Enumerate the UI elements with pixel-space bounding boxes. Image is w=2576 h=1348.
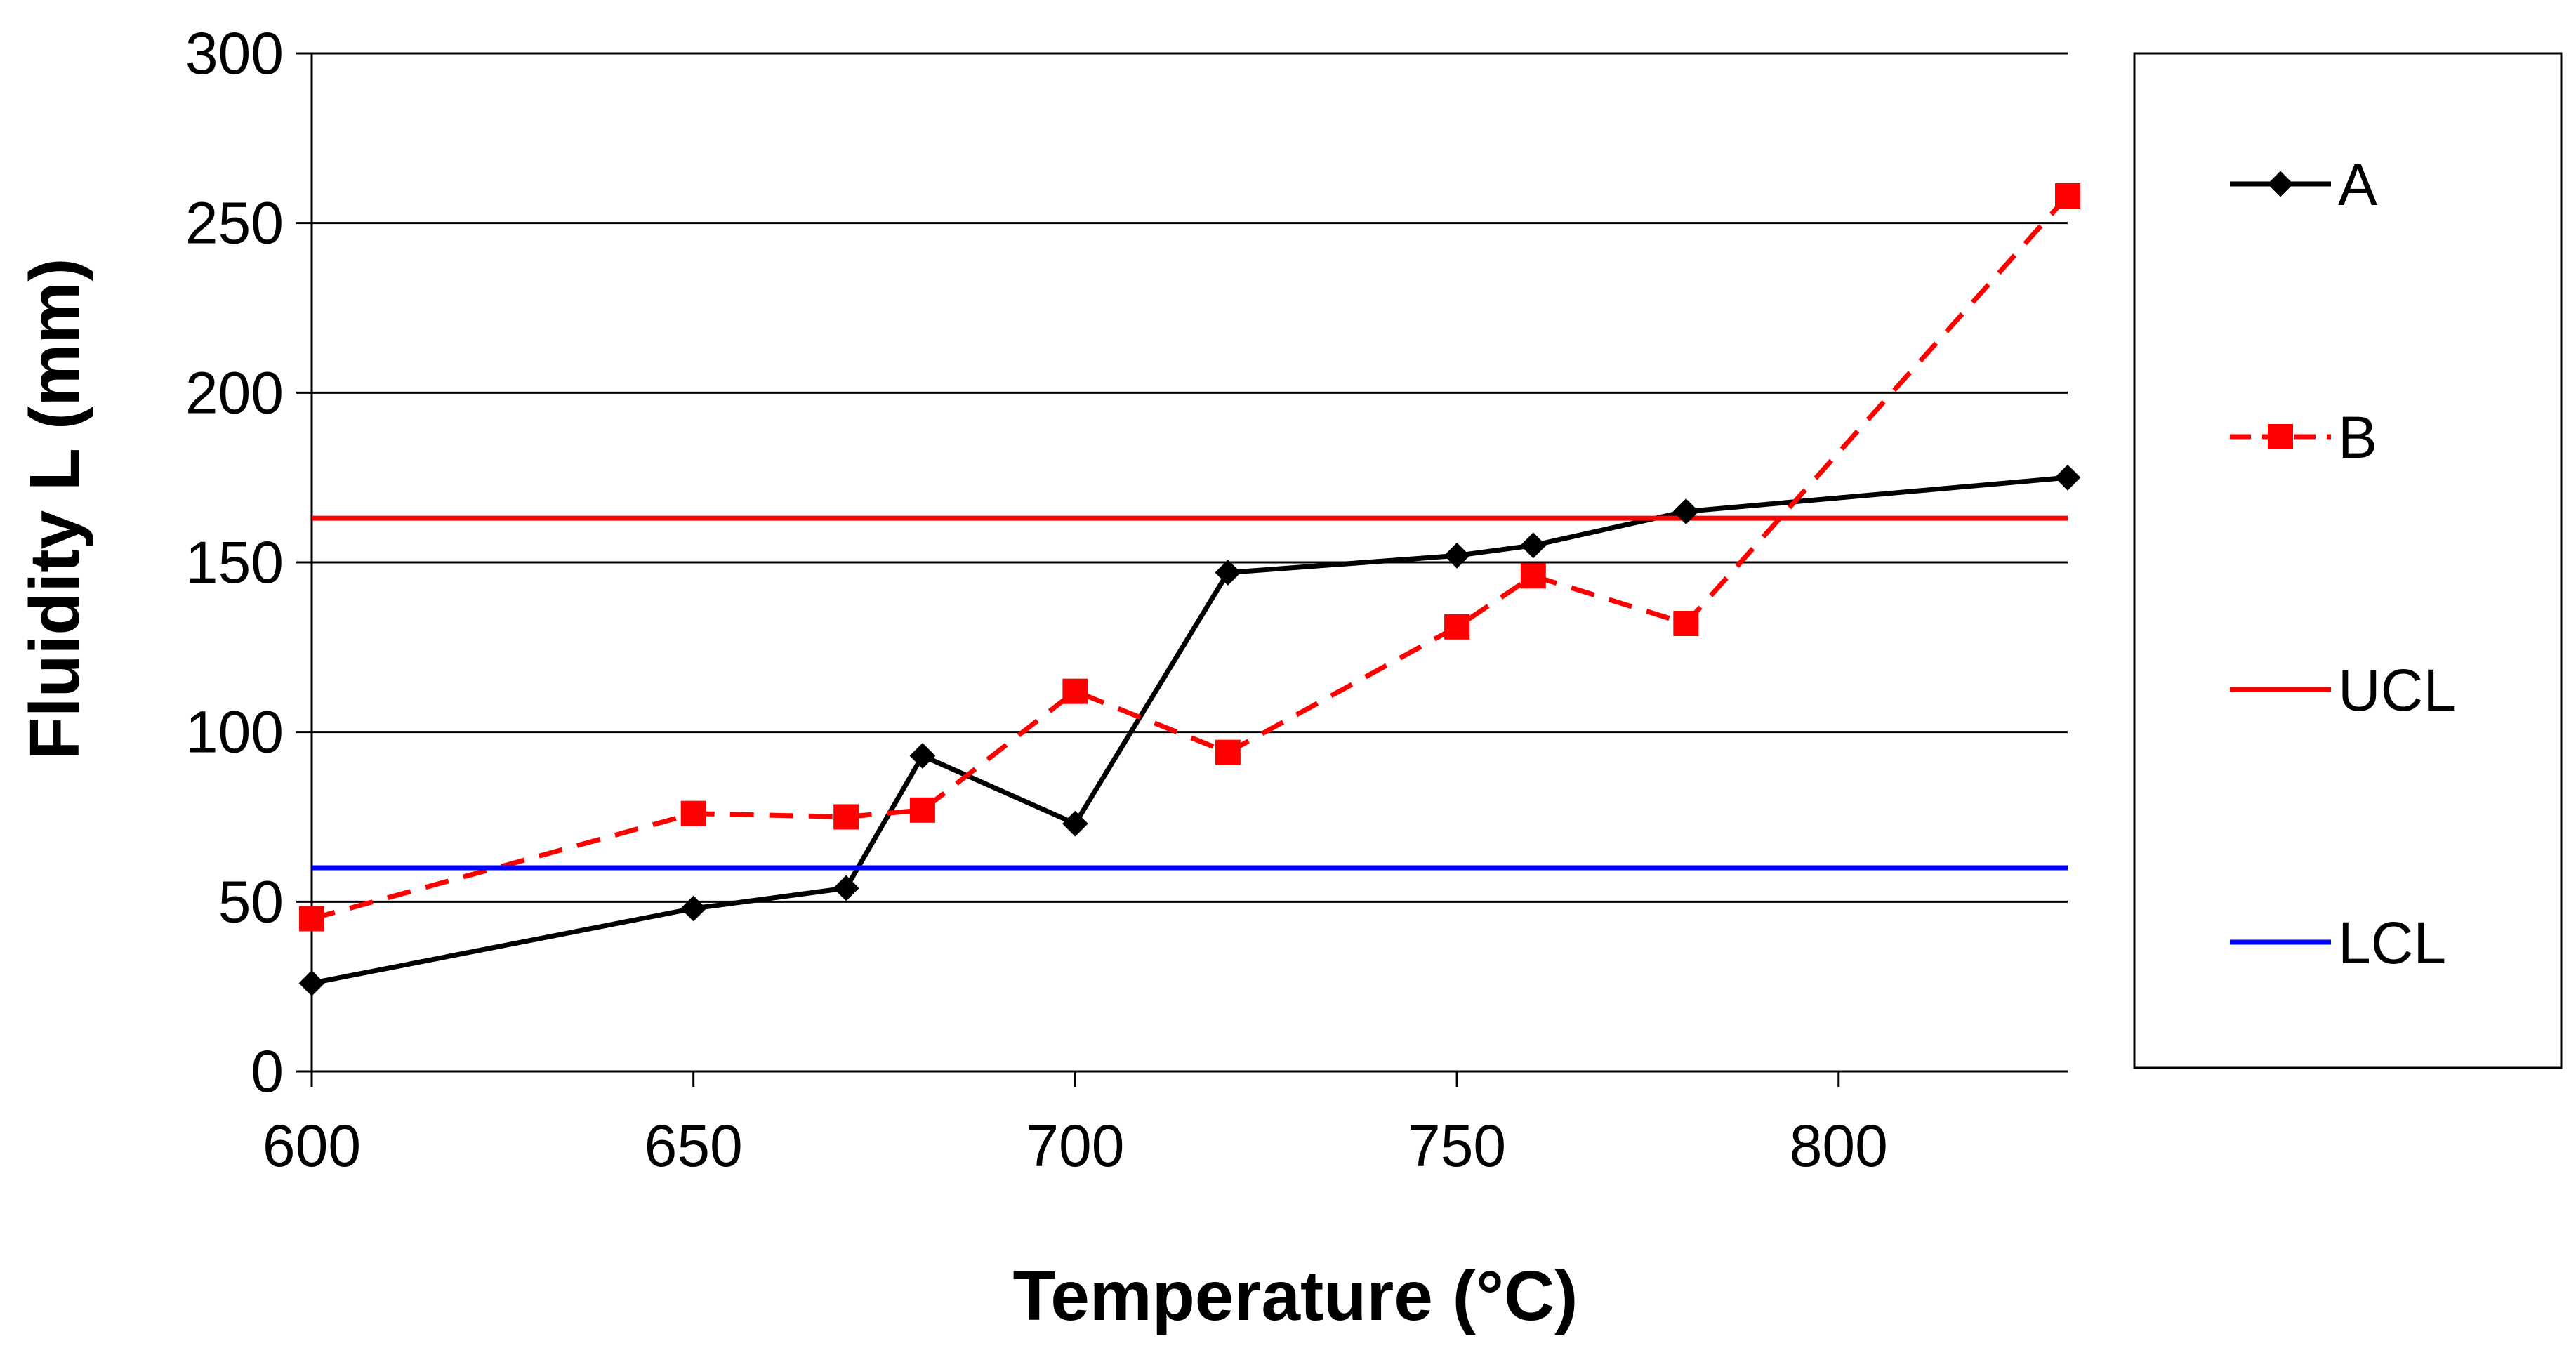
y-axis-title: Fluidity L (mm) xyxy=(15,258,94,760)
y-tick-label: 100 xyxy=(185,699,284,765)
data-point-b xyxy=(299,906,324,932)
data-point-b xyxy=(909,797,935,823)
y-tick-label: 150 xyxy=(185,529,284,595)
data-point-a xyxy=(1062,810,1088,837)
legend-label-lcl: LCL xyxy=(2338,910,2446,976)
data-point-a xyxy=(2054,464,2081,491)
data-point-a xyxy=(1215,560,1241,586)
data-point-a xyxy=(680,895,707,922)
data-point-a xyxy=(909,743,936,769)
data-point-b xyxy=(1062,678,1088,704)
data-point-b xyxy=(2055,183,2080,209)
axes xyxy=(296,52,2068,1087)
series-line-b xyxy=(311,194,2070,921)
data-point-b xyxy=(1444,614,1470,640)
series-line-a xyxy=(311,475,2068,986)
y-tick-label: 50 xyxy=(218,868,284,934)
data-point-a xyxy=(1520,532,1547,559)
x-tick-label: 700 xyxy=(1026,1113,1124,1179)
legend-items: A B UCL LCL xyxy=(2230,152,2456,976)
series-markers xyxy=(298,183,2081,996)
legend-marker-b xyxy=(2268,424,2293,449)
legend-label-b: B xyxy=(2338,404,2377,470)
data-point-b xyxy=(1673,611,1699,636)
data-point-b xyxy=(833,804,859,830)
legend-marker-a xyxy=(2267,171,2294,197)
y-tick-label: 0 xyxy=(251,1038,284,1104)
y-tick-label: 300 xyxy=(185,20,284,86)
x-tick-label: 650 xyxy=(645,1113,743,1179)
x-axis-title: Temperature (°C) xyxy=(1013,1257,1578,1335)
legend-label-ucl: UCL xyxy=(2338,657,2456,723)
y-tick-label: 200 xyxy=(185,359,284,425)
legend-box xyxy=(2133,52,2563,1069)
series-lines xyxy=(311,194,2070,986)
y-tick-label: 250 xyxy=(185,190,284,256)
legend-label-a: A xyxy=(2338,152,2377,218)
data-point-a xyxy=(298,970,325,996)
data-point-a xyxy=(833,875,859,901)
x-tick-label: 800 xyxy=(1790,1113,1888,1179)
x-tick-label: 750 xyxy=(1408,1113,1506,1179)
data-point-b xyxy=(1520,563,1546,589)
tick-labels: 0 50 100 150 200 250 300 600 650 700 750 800 xyxy=(185,20,1888,1179)
x-tick-label: 600 xyxy=(263,1113,361,1179)
data-point-b xyxy=(680,800,706,826)
grid-lines xyxy=(312,52,2068,903)
data-point-a xyxy=(1444,542,1470,569)
data-point-a xyxy=(1672,498,1699,524)
legend: A B UCL LCL xyxy=(2133,52,2563,1069)
data-point-b xyxy=(1215,739,1241,765)
